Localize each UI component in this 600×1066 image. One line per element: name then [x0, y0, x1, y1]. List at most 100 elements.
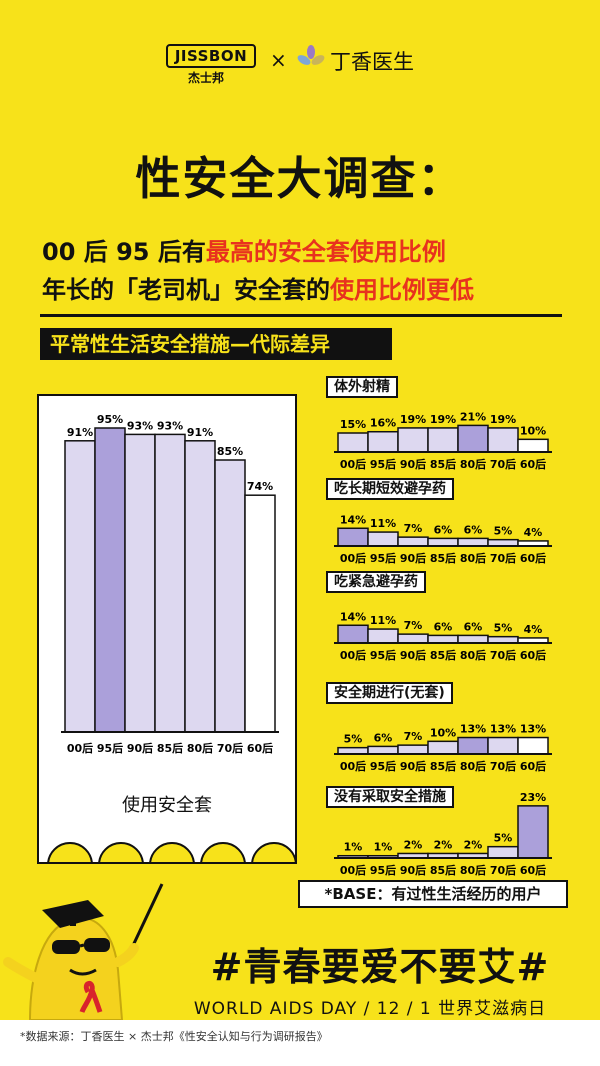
- tick-label: 00后: [67, 741, 93, 755]
- tick-label: 80后: [460, 648, 486, 662]
- mascot-illustration: [3, 883, 164, 1020]
- tick-label: 85后: [430, 863, 456, 877]
- ticket-notch: [98, 842, 144, 862]
- small-chart-title-1: 体外射精: [326, 376, 398, 398]
- tick-label: 00后: [340, 551, 366, 565]
- bar: [337, 527, 369, 547]
- bar: [367, 430, 399, 453]
- data-label: 4%: [524, 526, 543, 539]
- data-label: 14%: [340, 513, 366, 526]
- subtitle-line-2: 年长的「老司机」安全套的使用比例更低: [42, 270, 474, 305]
- data-label: 13%: [490, 723, 516, 736]
- tick-label: 60后: [520, 863, 546, 877]
- page-title: 性安全大调查：: [135, 152, 465, 205]
- small-chart-title-4: 安全期进行(无套): [326, 682, 453, 704]
- tick-label: 80后: [460, 759, 486, 773]
- tick-label: 95后: [370, 457, 396, 471]
- tick-label: 95后: [370, 759, 396, 773]
- data-label: 10%: [430, 726, 456, 739]
- clove-flower-icon: [297, 45, 325, 65]
- data-label: 5%: [494, 832, 513, 845]
- data-label: 5%: [494, 622, 513, 635]
- bar: [367, 745, 399, 755]
- ticket-notch: [251, 842, 295, 862]
- data-label: 93%: [127, 419, 153, 432]
- data-label: 6%: [434, 523, 453, 536]
- data-label: 19%: [490, 413, 516, 426]
- small-chart-title-2: 吃长期短效避孕药: [326, 478, 454, 500]
- tick-label: 00后: [340, 759, 366, 773]
- collab-times: ×: [270, 48, 287, 72]
- bar: [184, 440, 216, 733]
- condom-chart-card: 91% 00后 95% 95后 93% 90后 93% 85后 91% 80后 85% 70后 74% 6…: [37, 394, 297, 864]
- tick-label: 60后: [520, 551, 546, 565]
- data-label: 2%: [464, 838, 483, 851]
- bar: [124, 433, 156, 733]
- tick-label: 70后: [490, 648, 516, 662]
- ticket-notch: [200, 842, 246, 862]
- data-label: 10%: [520, 424, 546, 437]
- data-label: 93%: [157, 419, 183, 432]
- bar: [517, 736, 549, 755]
- data-label: 16%: [370, 417, 396, 430]
- tick-label: 80后: [460, 863, 486, 877]
- jissbon-cn-text: 杰士邦: [188, 71, 225, 85]
- bar: [457, 736, 489, 755]
- data-label: 21%: [460, 410, 486, 423]
- data-label: 74%: [247, 480, 273, 493]
- data-label: 11%: [370, 517, 396, 530]
- data-label: 95%: [97, 413, 123, 426]
- bar: [397, 427, 429, 453]
- bar: [427, 740, 459, 755]
- tick-label: 80后: [460, 551, 486, 565]
- tick-label: 70后: [490, 551, 516, 565]
- tick-label: 90后: [400, 759, 426, 773]
- tick-label: 85后: [430, 457, 456, 471]
- subtitle-line-1: 00 后 95 后有最高的安全套使用比例: [42, 232, 446, 267]
- bar: [244, 494, 276, 733]
- bar: [397, 633, 429, 644]
- subtitle-1-black: 00 后 95 后有: [42, 238, 206, 266]
- bar: [427, 427, 459, 453]
- data-label: 7%: [404, 522, 423, 535]
- tick-label: 60后: [520, 457, 546, 471]
- tick-label: 90后: [400, 863, 426, 877]
- long-term-pill-chart: 14% 00后 11% 95后 7% 90后 6% 85后 6% 80后 5% 70后 4% 60后: [334, 513, 552, 565]
- tick-label: 70后: [490, 863, 516, 877]
- tick-label: 00后: [340, 457, 366, 471]
- tick-label: 00后: [340, 648, 366, 662]
- data-label: 13%: [460, 723, 486, 736]
- data-label: 7%: [404, 730, 423, 743]
- tick-label: 85后: [430, 759, 456, 773]
- data-label: 13%: [520, 723, 546, 736]
- base-note: *BASE：有过性生活经历的用户: [298, 880, 568, 908]
- tick-label: 90后: [400, 648, 426, 662]
- tick-label: 70后: [490, 457, 516, 471]
- ticket-notch: [149, 842, 195, 862]
- tick-label: 60后: [520, 759, 546, 773]
- bar: [427, 634, 459, 644]
- tick-label: 60后: [520, 648, 546, 662]
- data-label: 6%: [464, 523, 483, 536]
- emergency-pill-chart: 14% 00后 11% 95后 7% 90后 6% 85后 6% 80后 5% 70后 4% 60后: [334, 610, 552, 662]
- condom-chart: 91% 00后 95% 95后 93% 90后 93% 85后 91% 80后 85% 70后 74% 6…: [61, 413, 279, 755]
- data-label: 15%: [340, 418, 366, 431]
- bar: [397, 744, 429, 755]
- tick-label: 70后: [490, 759, 516, 773]
- data-label: 6%: [464, 620, 483, 633]
- tick-label: 00后: [340, 863, 366, 877]
- footer: *数据来源：丁香医生 × 杰士邦《性安全认知与行为调研报告》: [0, 1020, 600, 1066]
- data-label: 5%: [344, 733, 363, 746]
- data-label: 19%: [430, 413, 456, 426]
- tick-label: 70后: [217, 741, 243, 755]
- condom-chart-title: 使用安全套: [122, 795, 212, 816]
- data-label: 2%: [434, 838, 453, 851]
- hashtag-slogan: #青春要爱不要艾#: [210, 945, 550, 989]
- subtitle-2-red: 使用比例更低: [330, 276, 474, 304]
- data-label: 6%: [434, 620, 453, 633]
- tick-label: 90后: [400, 457, 426, 471]
- data-label: 85%: [217, 445, 243, 458]
- bar: [367, 531, 399, 547]
- tick-label: 95后: [370, 551, 396, 565]
- bar: [367, 628, 399, 644]
